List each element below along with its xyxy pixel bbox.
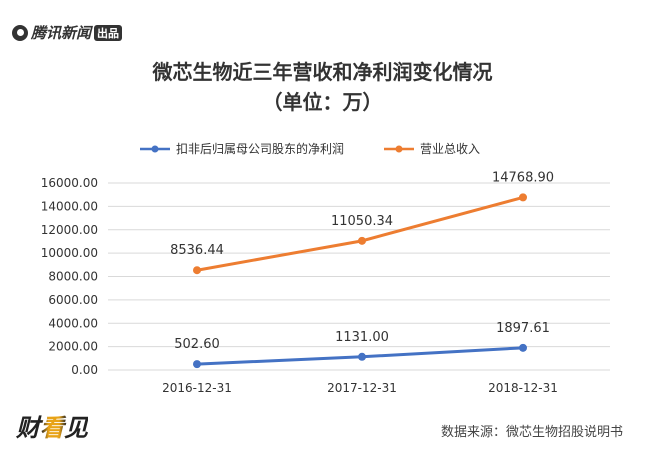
legend: 扣非后归属母公司股东的净利润 营业总收入 [140, 140, 480, 157]
legend-item-net-profit: 扣非后归属母公司股东的净利润 [140, 140, 344, 157]
tencent-news-icon [12, 24, 28, 41]
chart-subtitle: （单位：万） [262, 90, 383, 114]
tencent-news-logo: 腾讯新闻 出品 [12, 22, 123, 43]
data-point [358, 236, 366, 245]
y-tick-label: 10000.00 [41, 246, 98, 260]
data-label: 14768.90 [492, 170, 554, 185]
caikanjian-logo: 财看见 [16, 408, 88, 443]
data-point [519, 193, 527, 202]
y-tick-label: 16000.00 [41, 176, 98, 190]
y-tick-label: 14000.00 [41, 199, 98, 213]
y-tick-label: 12000.00 [41, 223, 98, 237]
legend-label: 扣非后归属母公司股东的净利润 [176, 142, 345, 156]
chart-title: 微芯生物近三年营收和净利润变化情况 [152, 60, 493, 84]
y-tick-label: 6000.00 [48, 293, 98, 307]
data-point [358, 352, 366, 361]
data-label: 1897.61 [496, 321, 550, 336]
data-point [193, 360, 201, 369]
logo-badge: 出品 [94, 24, 123, 41]
legend-item-revenue: 营业总收入 [384, 140, 480, 157]
data-point [519, 343, 527, 352]
data-point [193, 266, 201, 275]
legend-marker-revenue [384, 145, 415, 152]
x-tick-label: 2017-12-31 [327, 381, 397, 395]
y-tick-label: 2000.00 [48, 340, 98, 354]
data-label: 11050.34 [331, 214, 393, 229]
data-label: 1131.00 [335, 330, 389, 345]
data-source: 数据来源：微芯生物招股说明书 [440, 425, 623, 440]
logo-text: 腾讯新闻 [31, 24, 92, 42]
legend-marker-net-profit [140, 145, 170, 152]
y-tick-label: 4000.00 [48, 316, 98, 330]
y-tick-label: 8000.00 [48, 270, 98, 284]
y-tick-label: 0.00 [71, 363, 98, 377]
series-line [196, 195, 524, 272]
legend-label: 营业总收入 [420, 142, 481, 156]
x-tick-label: 2016-12-31 [162, 381, 232, 395]
data-label: 502.60 [174, 337, 220, 352]
data-label: 8536.44 [170, 243, 224, 258]
x-tick-label: 2018-12-31 [488, 381, 558, 395]
